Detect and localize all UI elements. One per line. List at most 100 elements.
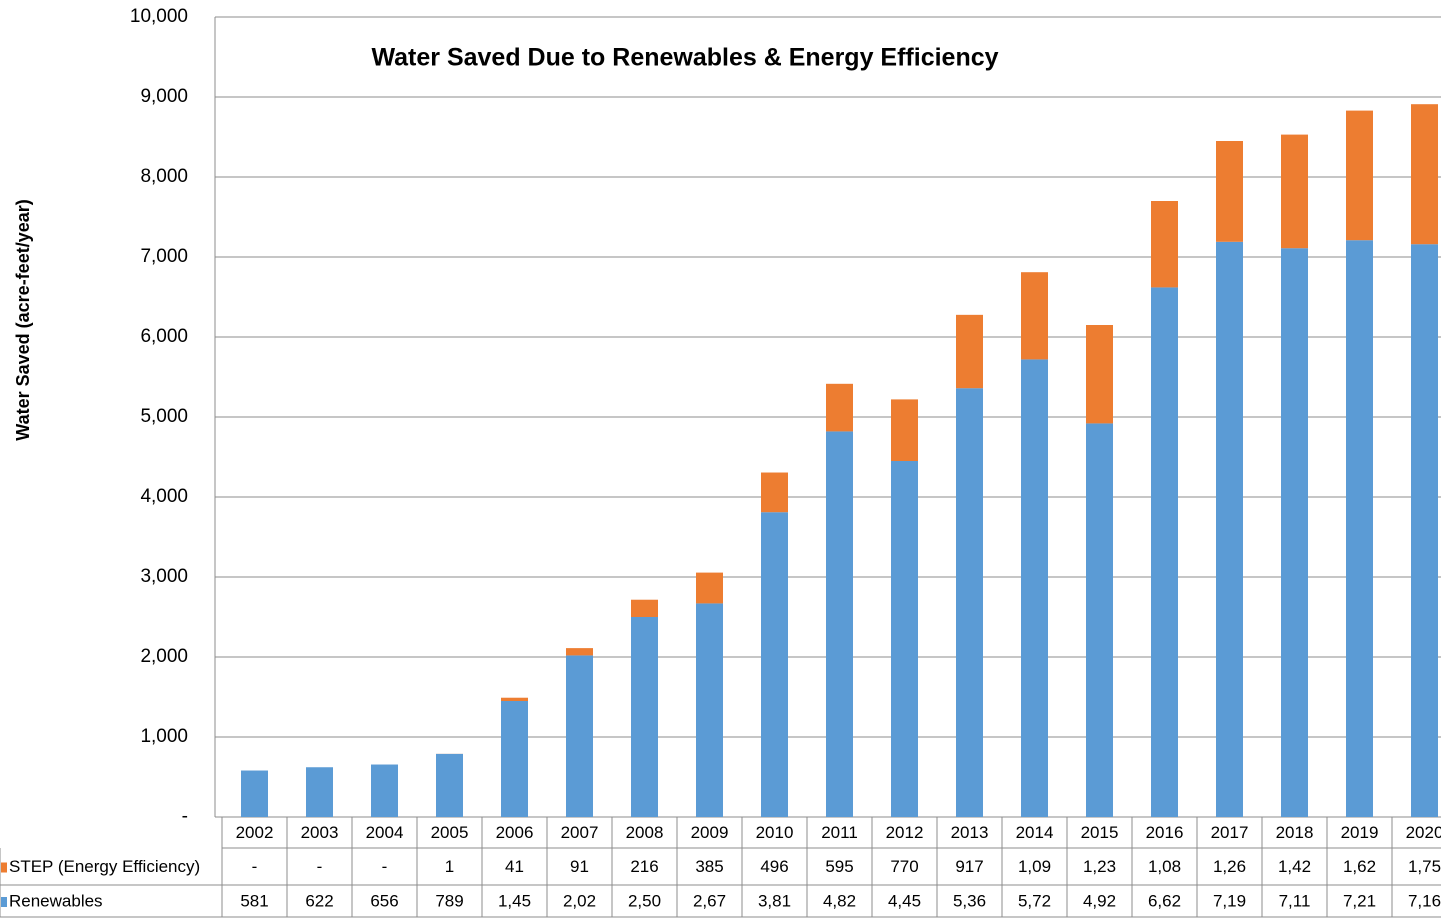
x-tick-label: 2012 xyxy=(886,823,924,842)
bar-segment xyxy=(1151,201,1178,288)
bar-segment xyxy=(696,603,723,817)
table-value: 6,62 xyxy=(1148,891,1181,910)
x-tick-label: 2014 xyxy=(1016,823,1054,842)
table-value: - xyxy=(317,857,323,876)
bar-segment xyxy=(566,648,593,656)
x-tick-label: 2004 xyxy=(366,823,404,842)
table-value: 3,81 xyxy=(758,891,791,910)
table-value: 1,26 xyxy=(1213,857,1246,876)
y-tick-label: 10,000 xyxy=(130,6,188,27)
x-tick-label: 2015 xyxy=(1081,823,1119,842)
y-tick-label: 5,000 xyxy=(140,406,188,427)
bar-segment xyxy=(826,431,853,817)
bar-segment xyxy=(1086,423,1113,817)
table-value: 4,45 xyxy=(888,891,921,910)
table-value: 7,19 xyxy=(1213,891,1246,910)
y-tick-label: 7,000 xyxy=(140,246,188,267)
table-value: 1,42 xyxy=(1278,857,1311,876)
bar-segment xyxy=(1151,287,1178,817)
bar-segment xyxy=(1216,141,1243,242)
y-tick-label: 1,000 xyxy=(140,726,188,747)
table-value: 770 xyxy=(890,857,918,876)
bar-segment xyxy=(631,599,658,617)
table-value: 595 xyxy=(825,857,853,876)
table-value: 1,08 xyxy=(1148,857,1181,876)
bar-segment xyxy=(1411,244,1438,817)
x-tick-label: 2002 xyxy=(236,823,274,842)
table-value: - xyxy=(252,857,258,876)
bar-segment xyxy=(501,701,528,817)
y-tick-label: - xyxy=(182,806,188,827)
bar-segment xyxy=(566,655,593,817)
table-value: 789 xyxy=(435,891,463,910)
table-value: 1 xyxy=(445,857,454,876)
y-tick-label: 2,000 xyxy=(140,646,188,667)
legend-label: STEP (Energy Efficiency) xyxy=(9,857,200,876)
table-value: 1,75 xyxy=(1408,857,1441,876)
x-tick-label: 2019 xyxy=(1341,823,1379,842)
bar-segment xyxy=(956,388,983,817)
table-value: 91 xyxy=(570,857,589,876)
legend-key xyxy=(1,897,7,907)
bar-segment xyxy=(956,314,983,389)
bar-segment xyxy=(1411,104,1438,245)
x-tick-label: 2016 xyxy=(1146,823,1184,842)
bar-segment xyxy=(241,770,268,817)
bar-segment xyxy=(761,472,788,513)
legend-label: Renewables xyxy=(9,891,103,910)
table-value: 5,36 xyxy=(953,891,986,910)
table-value: 216 xyxy=(630,857,658,876)
x-tick-label: 2011 xyxy=(821,823,858,842)
table-value: 581 xyxy=(240,891,268,910)
table-value: - xyxy=(382,857,388,876)
table-value: 4,82 xyxy=(823,891,856,910)
x-tick-label: 2003 xyxy=(301,823,339,842)
x-tick-label: 2008 xyxy=(626,823,664,842)
table-value: 2,67 xyxy=(693,891,726,910)
bar-segment xyxy=(1216,241,1243,818)
table-value: 4,92 xyxy=(1083,891,1116,910)
x-tick-label: 2007 xyxy=(561,823,599,842)
table-value: 622 xyxy=(305,891,333,910)
y-axis-label: Water Saved (acre-feet/year) xyxy=(13,199,33,440)
table-value: 2,02 xyxy=(563,891,596,910)
bar-segment xyxy=(1281,248,1308,817)
bar-segment xyxy=(1021,272,1048,360)
table-value: 385 xyxy=(695,857,723,876)
bar-segment xyxy=(501,697,528,701)
table-value: 41 xyxy=(505,857,524,876)
table-value: 5,72 xyxy=(1018,891,1051,910)
bar-segment xyxy=(696,572,723,604)
x-tick-label: 2009 xyxy=(691,823,729,842)
bar-segment xyxy=(1346,110,1373,241)
x-tick-label: 2005 xyxy=(431,823,469,842)
x-tick-label: 2010 xyxy=(756,823,794,842)
bar-segment xyxy=(1281,134,1308,249)
x-tick-label: 2018 xyxy=(1276,823,1314,842)
legend-key xyxy=(1,862,7,873)
table-value: 1,23 xyxy=(1083,857,1116,876)
table-value: 917 xyxy=(955,857,983,876)
bar-segment xyxy=(891,399,918,461)
table-value: 496 xyxy=(760,857,788,876)
bar-segment xyxy=(761,512,788,817)
table-value: 656 xyxy=(370,891,398,910)
table-value: 1,45 xyxy=(498,891,531,910)
x-tick-label: 2013 xyxy=(951,823,989,842)
y-tick-label: 9,000 xyxy=(140,86,188,107)
table-value: 7,21 xyxy=(1343,891,1376,910)
bar-segment xyxy=(1086,325,1113,424)
bar-segment xyxy=(631,617,658,817)
y-tick-label: 3,000 xyxy=(140,566,188,587)
bar-segment xyxy=(306,767,333,817)
bar-segment xyxy=(1346,240,1373,817)
y-tick-label: 4,000 xyxy=(140,486,188,507)
bar-segment xyxy=(891,461,918,817)
bar-segment xyxy=(436,753,463,817)
chart-title: Water Saved Due to Renewables & Energy E… xyxy=(371,44,998,72)
bar-segment xyxy=(371,764,398,817)
bar-segment xyxy=(1021,359,1048,817)
table-value: 1,62 xyxy=(1343,857,1376,876)
x-tick-label: 2020 xyxy=(1406,823,1441,842)
y-tick-label: 6,000 xyxy=(140,326,188,347)
